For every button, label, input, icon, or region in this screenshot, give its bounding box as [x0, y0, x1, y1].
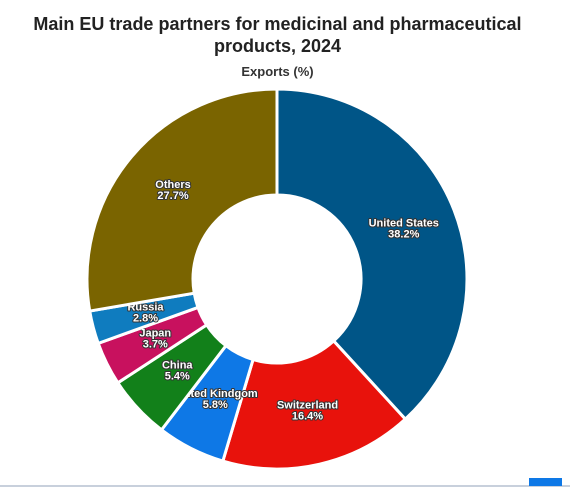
slice-value-label: 2.8% — [133, 313, 158, 325]
corner-tab — [529, 478, 562, 486]
slice-label: United States — [369, 218, 439, 230]
slice-label: Switzerland — [277, 399, 338, 411]
slice — [220, 338, 408, 471]
slice-value-label: 5.8% — [203, 399, 228, 411]
slice-label: United Kindgom — [173, 388, 258, 400]
slice-label: China — [162, 359, 193, 371]
chart-title: Main EU trade partners for medicinal and… — [33, 14, 522, 56]
slice — [85, 87, 279, 313]
slice-value-label: 5.4% — [165, 370, 190, 382]
slice-value-label: 16.4% — [292, 410, 323, 422]
slice-label: Others — [155, 179, 190, 191]
slice-value-label: 38.2% — [388, 229, 419, 241]
slice-value-label: 27.7% — [157, 190, 188, 202]
chart-subtitle: Exports (%) — [241, 64, 314, 79]
slice-value-label: 3.7% — [143, 339, 168, 351]
slice — [275, 87, 469, 422]
slice-label: Japan — [139, 328, 171, 340]
